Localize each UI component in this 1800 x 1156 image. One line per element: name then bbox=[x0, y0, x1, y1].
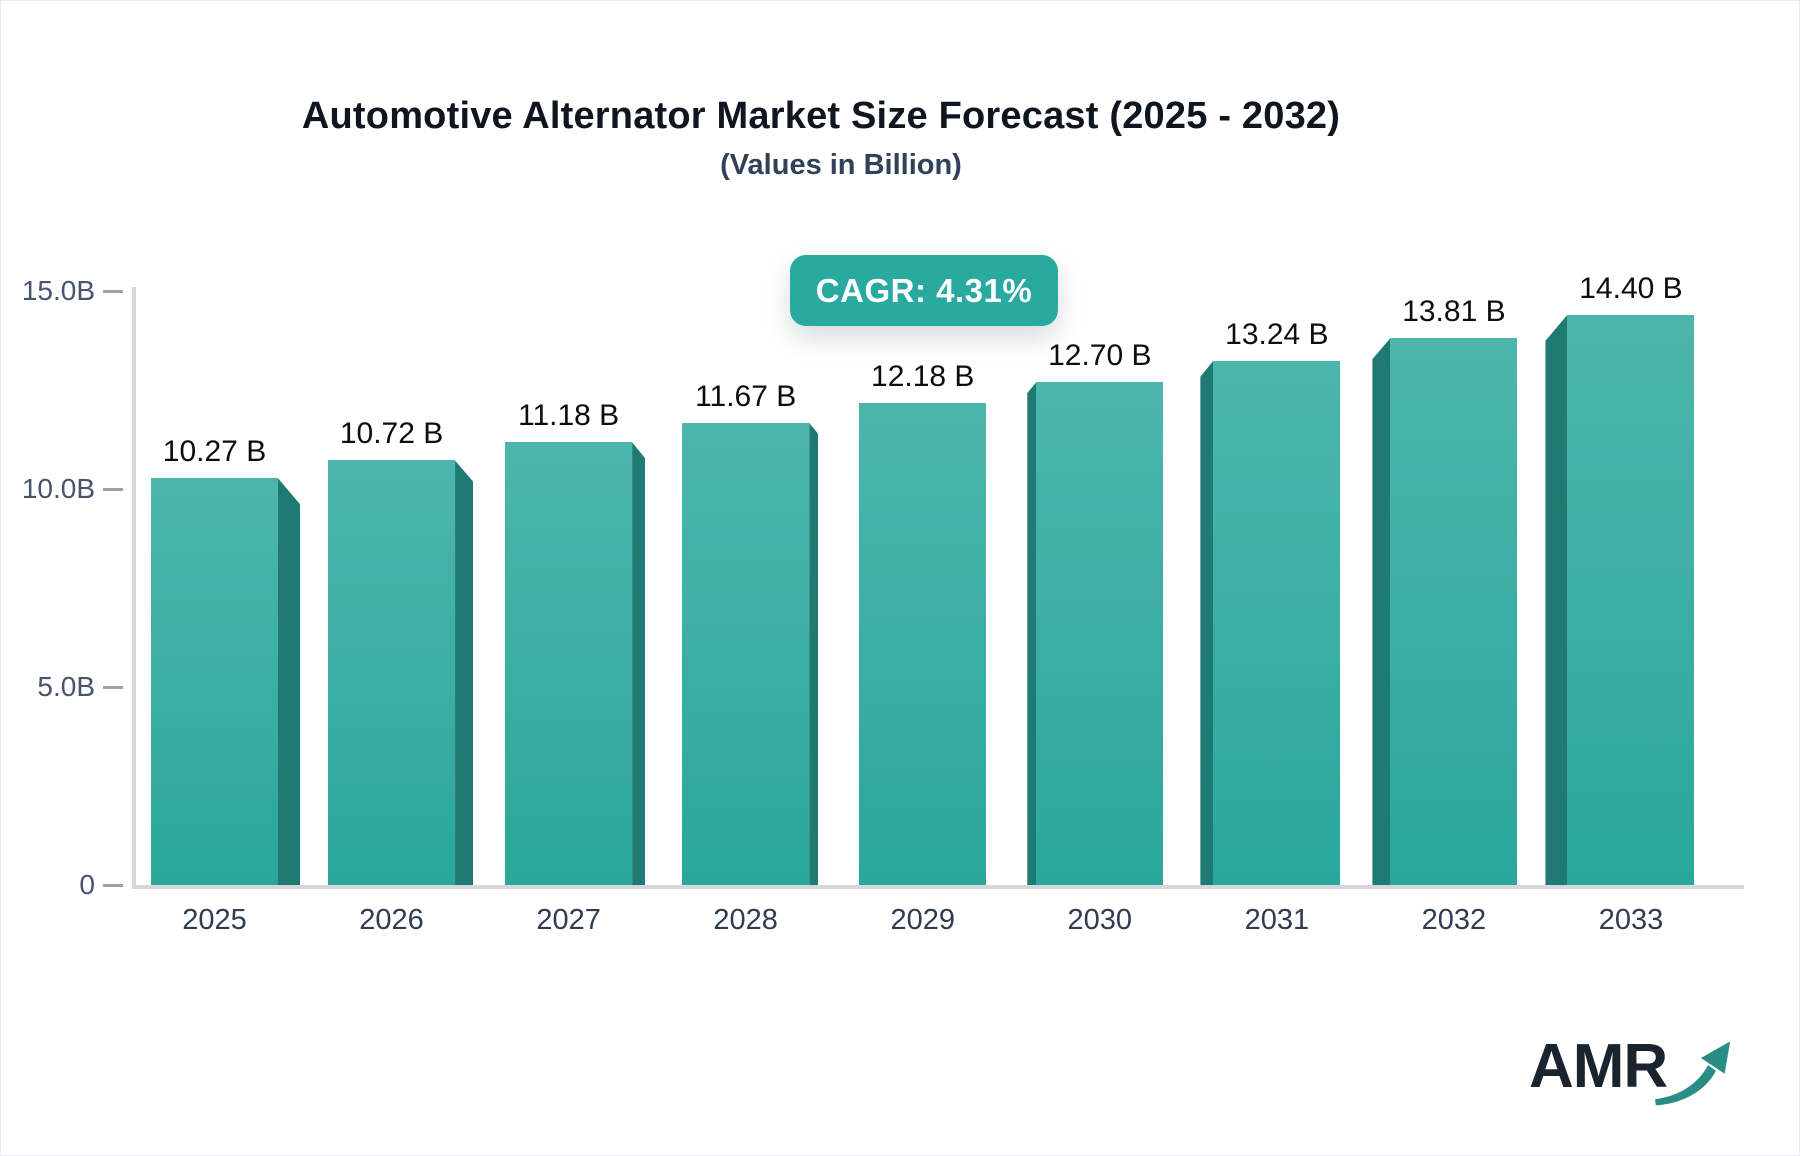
bar-2030[interactable] bbox=[1036, 382, 1164, 885]
chart-title: Automotive Alternator Market Size Foreca… bbox=[301, 95, 1341, 137]
amr-logo: AMR bbox=[1529, 1032, 1733, 1107]
bar-value-label: 13.24 B bbox=[1225, 317, 1329, 351]
bar-value-label: 13.81 B bbox=[1402, 295, 1506, 329]
cagr-badge: CAGR: 4.31% bbox=[790, 255, 1058, 326]
x-tick-label: 2031 bbox=[1244, 904, 1310, 936]
bar-2033[interactable] bbox=[1567, 314, 1695, 885]
bar-2025[interactable] bbox=[151, 478, 278, 885]
bar-2029[interactable] bbox=[859, 402, 987, 885]
bar-2031[interactable] bbox=[1213, 360, 1341, 885]
bar-value-label: 12.18 B bbox=[871, 359, 975, 393]
y-tick-dash bbox=[103, 290, 123, 293]
x-tick-label: 2025 bbox=[182, 904, 247, 936]
y-tick-label: 10.0B bbox=[21, 473, 95, 504]
x-tick-label: 2027 bbox=[536, 904, 601, 936]
growth-arrow-icon bbox=[1655, 1041, 1731, 1106]
bar-value-label: 11.18 B bbox=[518, 399, 620, 433]
bar-value-label: 14.40 B bbox=[1579, 271, 1683, 305]
bar-2032[interactable] bbox=[1390, 338, 1518, 885]
bar-side-face bbox=[455, 460, 474, 885]
bar-side-face bbox=[1200, 360, 1214, 885]
bar-value-label: 10.72 B bbox=[339, 417, 444, 451]
chart-subtitle: (Values in Billion) bbox=[720, 149, 962, 181]
x-tick-label: 2032 bbox=[1421, 904, 1487, 936]
y-tick-dash bbox=[103, 686, 123, 689]
bar-side-face bbox=[1372, 338, 1391, 885]
bar-2028[interactable] bbox=[682, 422, 810, 885]
y-tick-label: 5.0B bbox=[37, 671, 95, 702]
bar-2027[interactable] bbox=[505, 442, 633, 885]
cagr-badge-label: CAGR: 4.31% bbox=[815, 271, 1033, 309]
bar-value-label: 10.27 B bbox=[162, 435, 267, 469]
x-tick-label: 2026 bbox=[359, 904, 424, 936]
y-tick-dash bbox=[103, 884, 123, 887]
x-tick-label: 2030 bbox=[1067, 904, 1133, 936]
bar-2026[interactable] bbox=[328, 460, 456, 885]
bar-value-label: 12.70 B bbox=[1048, 339, 1152, 373]
bar-side-face bbox=[278, 478, 300, 885]
x-tick-label: 2028 bbox=[713, 904, 778, 936]
x-tick-label: 2033 bbox=[1598, 904, 1664, 936]
y-tick-label: 15.0B bbox=[21, 275, 95, 306]
bar-value-label: 11.67 B bbox=[695, 379, 797, 413]
bar-side-face bbox=[1027, 382, 1037, 885]
x-tick-label: 2029 bbox=[890, 904, 955, 936]
bar-side-face bbox=[1545, 314, 1568, 885]
bar-side-face bbox=[632, 442, 646, 885]
amr-logo-text: AMR bbox=[1529, 1032, 1668, 1101]
y-axis-line bbox=[132, 287, 136, 889]
y-tick-dash bbox=[103, 488, 123, 491]
x-axis-line bbox=[132, 885, 1744, 889]
bar-side-face bbox=[809, 422, 819, 885]
y-tick-label: 0 bbox=[79, 869, 95, 900]
